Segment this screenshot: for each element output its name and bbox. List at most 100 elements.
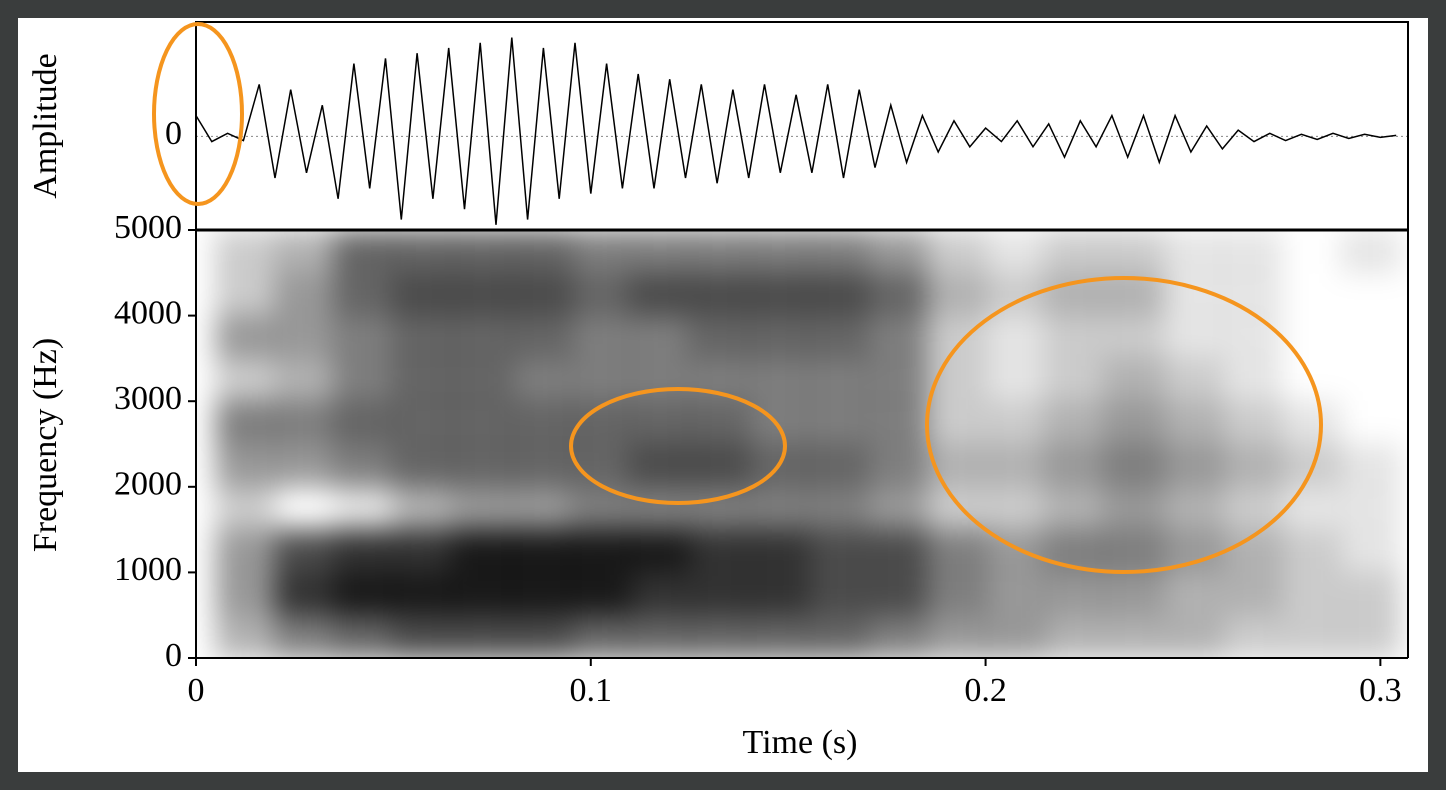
spectrogram-cell [274, 529, 335, 573]
spectrogram-cell [333, 357, 394, 402]
spectrogram-cell [807, 529, 868, 573]
spectrogram-cell [748, 529, 809, 573]
spectrogram-cell [511, 443, 572, 488]
spectrogram-cell [925, 315, 987, 359]
spectrogram-cell [274, 614, 335, 658]
spectrogram-cell [1340, 529, 1401, 573]
spectrogram-cell [333, 272, 394, 317]
spectrogram-cell [1103, 486, 1164, 531]
spectrogram-cell [1103, 315, 1164, 359]
spectrogram-cell [1103, 529, 1164, 573]
spectrogram-cell [688, 529, 750, 573]
y-tick-label: 4000 [114, 294, 182, 331]
spectrogram-cell [215, 230, 276, 274]
spectrogram-cell [333, 529, 394, 573]
spectrogram-cell [925, 272, 987, 317]
spectrogram-cell [570, 357, 631, 402]
spectrogram-cell [1044, 614, 1105, 658]
spectrogram-cell [688, 614, 750, 658]
spectrogram-cell [274, 357, 335, 402]
spectrogram-cell [629, 486, 690, 531]
spectrogram-cell [866, 315, 927, 359]
spectrogram-cells [215, 230, 1401, 658]
spectrogram-cell [1162, 230, 1223, 274]
spectrogram-cell [215, 529, 276, 573]
spectrogram-cell [1281, 614, 1342, 658]
spectrogram-cell [1340, 401, 1400, 445]
spectrogram-cell [215, 571, 276, 616]
spectrogram-cell [688, 230, 750, 274]
spectrogram-cell [807, 400, 868, 445]
spectrogram-cell [925, 230, 987, 274]
annotations [152, 22, 1323, 574]
spectrogram-cell [866, 272, 927, 317]
spectrogram-cell [807, 571, 868, 616]
spectrogram-cell [985, 230, 1046, 274]
spectrogram-cell [511, 400, 572, 445]
spectrogram-cell [570, 614, 631, 658]
spectrogram-cell [1103, 357, 1164, 402]
spectrogram-cell [1103, 571, 1164, 616]
spectrogram-cell [629, 529, 690, 573]
spectrogram-cell [452, 272, 513, 317]
waveform-line [195, 37, 1397, 225]
spectrogram-cell [1103, 230, 1164, 274]
spectrogram-cell [274, 400, 335, 445]
spectrogram-cell [452, 230, 513, 274]
spectrogram-cell [1162, 571, 1223, 616]
spectrogram-cell [1340, 230, 1401, 274]
spectrogram-cell [748, 571, 809, 616]
spectrogram-cell [1340, 358, 1400, 402]
spectrogram-cell [1044, 357, 1105, 402]
spectrogram-cell [1340, 614, 1401, 658]
spectrogram-cell [807, 272, 868, 317]
spectrogram-cell [452, 486, 513, 531]
spectrogram-cell [452, 357, 513, 402]
spectrogram-cell [392, 529, 454, 573]
y-tick-label: 5000 [114, 209, 182, 246]
annotation-ellipse [152, 22, 244, 206]
spectrogram-cell [1340, 443, 1401, 488]
spectrogram-cell [215, 400, 276, 445]
spectrogram-cell [1103, 614, 1164, 658]
spectrogram-cell [452, 529, 513, 573]
spectrogram-cell [629, 230, 690, 274]
spectrogram-cell [688, 571, 750, 616]
spectrogram-cell [392, 272, 454, 317]
y-label: Amplitude [27, 53, 64, 198]
y-tick-label: 1000 [114, 551, 182, 588]
spectrogram-cell [215, 486, 276, 531]
spectrogram-cell [748, 272, 809, 317]
y-tick-label: 3000 [114, 380, 182, 417]
spectrogram-cell [1340, 571, 1401, 616]
spectrogram-cell [570, 529, 631, 573]
spectrogram-cell [629, 400, 690, 445]
spectrogram-cell [1044, 400, 1105, 445]
spectrogram-cell [1103, 443, 1164, 488]
spectrogram-cell [866, 357, 927, 402]
spectrogram-cell [807, 443, 868, 488]
spectrogram-cell [688, 400, 750, 445]
annotation-ellipse [925, 276, 1323, 574]
spectrogram-cell [629, 571, 690, 616]
spectrogram-cell [1281, 315, 1341, 359]
spectrogram-cell [1221, 272, 1283, 317]
spectrogram-cell [1044, 443, 1105, 488]
spectrogram-cell [1221, 614, 1283, 658]
spectrogram-cell [748, 315, 809, 359]
spectrogram-cell [1044, 230, 1105, 274]
spectrogram-cell [1281, 571, 1342, 616]
spectrogram-cell [333, 614, 394, 658]
spectrogram-cell [629, 315, 690, 359]
spectrogram-cell [215, 272, 276, 317]
spectrogram-cell [866, 529, 927, 573]
spectrogram-cell [866, 571, 927, 616]
spectrogram-cell [629, 443, 690, 488]
spectrogram-cell [1221, 571, 1283, 616]
x-label: Time (s) [743, 724, 858, 761]
spectrogram-cell [570, 443, 631, 488]
spectrogram-cell [570, 315, 631, 359]
spectrogram-cell [511, 315, 572, 359]
spectrogram-cell [985, 315, 1046, 359]
